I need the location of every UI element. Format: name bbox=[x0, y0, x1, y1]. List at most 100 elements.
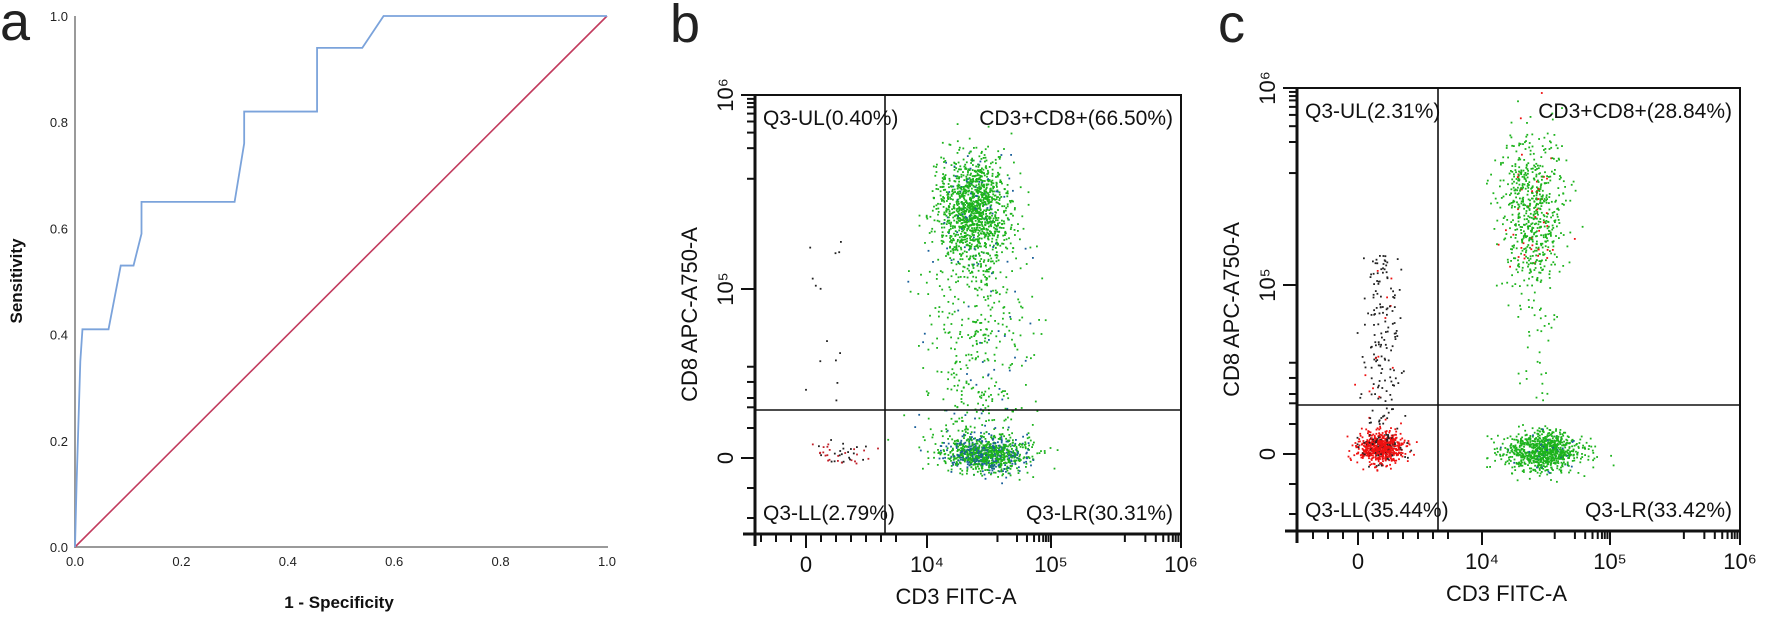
event-dot bbox=[1526, 176, 1529, 179]
event-dot bbox=[1533, 177, 1535, 180]
event-dot bbox=[989, 230, 991, 233]
event-dot bbox=[1529, 262, 1532, 265]
event-dot bbox=[1557, 462, 1560, 464]
event-dot bbox=[965, 456, 968, 459]
event-dot bbox=[1019, 172, 1022, 175]
event-dot bbox=[985, 454, 987, 456]
event-dot bbox=[963, 231, 966, 234]
event-dot bbox=[1553, 173, 1556, 175]
event-dot bbox=[1546, 461, 1549, 464]
event-dot bbox=[953, 206, 955, 208]
event-dot bbox=[1516, 448, 1519, 451]
event-dot bbox=[1542, 444, 1544, 446]
event-dot bbox=[947, 183, 950, 185]
event-dot bbox=[979, 260, 981, 263]
event-dot bbox=[1513, 257, 1515, 260]
event-dot bbox=[1552, 462, 1555, 464]
event-dot bbox=[1502, 217, 1505, 219]
event-dot bbox=[1549, 472, 1552, 474]
event-dot bbox=[971, 181, 974, 183]
event-dot bbox=[941, 310, 944, 313]
event-dot bbox=[809, 246, 812, 249]
event-dot bbox=[978, 155, 981, 158]
event-dot bbox=[950, 198, 952, 200]
event-dot bbox=[1553, 439, 1555, 442]
event-dot bbox=[1536, 212, 1539, 214]
event-dot bbox=[1031, 455, 1034, 458]
event-dot bbox=[1552, 227, 1555, 229]
event-dot bbox=[1537, 167, 1540, 170]
event-dot bbox=[983, 461, 985, 463]
event-dot bbox=[1010, 453, 1012, 456]
event-dot bbox=[953, 232, 955, 235]
event-dot bbox=[1000, 464, 1003, 466]
event-dot bbox=[1546, 427, 1549, 430]
event-dot bbox=[992, 442, 995, 445]
event-dot bbox=[1003, 419, 1006, 422]
event-dot bbox=[943, 182, 945, 185]
event-dot bbox=[985, 246, 987, 249]
event-dot bbox=[1503, 238, 1506, 241]
event-dot bbox=[972, 463, 975, 466]
events bbox=[1346, 92, 1615, 483]
event-dot bbox=[811, 277, 814, 280]
event-dot bbox=[948, 286, 951, 289]
event-dot bbox=[960, 222, 963, 225]
event-dot bbox=[929, 314, 931, 317]
event-dot bbox=[1505, 193, 1508, 196]
event-dot bbox=[1497, 243, 1500, 246]
event-dot bbox=[1539, 317, 1542, 320]
event-dot bbox=[1028, 457, 1031, 459]
event-dot bbox=[1534, 231, 1537, 234]
event-dot bbox=[996, 175, 999, 178]
event-dot bbox=[1580, 457, 1582, 460]
event-dot bbox=[973, 473, 975, 476]
event-dot bbox=[972, 386, 975, 389]
event-dot bbox=[995, 182, 998, 185]
event-dot bbox=[1001, 398, 1004, 401]
event-dot bbox=[1523, 173, 1526, 176]
event-dot bbox=[826, 340, 828, 342]
event-dot bbox=[981, 196, 983, 199]
event-dot bbox=[1533, 454, 1536, 456]
event-dot bbox=[1529, 199, 1531, 202]
event-dot bbox=[982, 193, 985, 196]
event-dot bbox=[980, 172, 983, 174]
event-dot bbox=[1017, 452, 1019, 455]
event-dot bbox=[989, 294, 992, 297]
event-dot bbox=[971, 205, 973, 208]
event-dot bbox=[1543, 175, 1545, 178]
event-dot bbox=[998, 221, 1001, 224]
event-dot bbox=[978, 440, 981, 443]
event-dot bbox=[988, 387, 990, 390]
event-dot bbox=[952, 192, 954, 195]
event-dot bbox=[984, 477, 987, 480]
event-dot bbox=[1554, 169, 1556, 171]
event-dot bbox=[987, 172, 989, 175]
event-dot bbox=[955, 341, 958, 344]
event-dot bbox=[961, 469, 964, 472]
event-dot bbox=[1538, 443, 1540, 445]
event-dot bbox=[991, 445, 994, 447]
event-dot bbox=[840, 461, 843, 464]
event-dot bbox=[943, 323, 946, 326]
event-dot bbox=[1517, 440, 1520, 443]
event-dot bbox=[1539, 271, 1542, 274]
event-dot bbox=[1537, 207, 1540, 210]
event-dot bbox=[931, 342, 934, 345]
event-dot bbox=[997, 444, 1000, 447]
event-dot bbox=[994, 215, 996, 218]
event-dot bbox=[1531, 276, 1534, 278]
event-dot bbox=[1533, 158, 1536, 161]
event-dot bbox=[1519, 171, 1522, 174]
event-dot bbox=[1569, 199, 1572, 202]
event-dot bbox=[1543, 440, 1546, 442]
event-dot bbox=[988, 234, 991, 237]
event-dot bbox=[943, 211, 946, 214]
event-dot bbox=[974, 321, 977, 324]
event-dot bbox=[969, 257, 971, 259]
event-dot bbox=[1526, 168, 1529, 170]
event-dot bbox=[962, 218, 964, 221]
event-dot bbox=[1536, 208, 1539, 211]
event-dot bbox=[959, 361, 961, 363]
